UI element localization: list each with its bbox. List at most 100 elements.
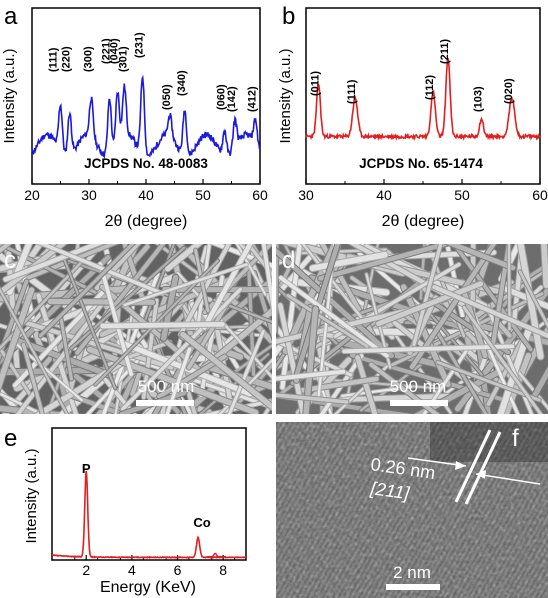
lattice-fringe: [451, 428, 548, 598]
lattice-fringe: [409, 422, 513, 598]
lattice-fringe: [508, 528, 548, 598]
lattice-fringe: [373, 422, 477, 598]
x-tick-label: 8: [219, 562, 227, 578]
panel-e-plot: 2 4 6 8 P Co: [51, 461, 247, 578]
lattice-fringe: [368, 422, 471, 598]
x-tick-label: 40: [138, 187, 154, 203]
lattice-fringe: [276, 422, 357, 564]
panel-d-letter: d: [282, 247, 295, 274]
lattice-fringe: [276, 422, 378, 598]
lattice-fringe: [378, 422, 482, 598]
lattice-fringe: [503, 519, 548, 598]
lattice-fringe: [331, 422, 435, 598]
lattice-fringe: [440, 422, 544, 598]
lattice-fringe: [276, 422, 352, 554]
lattice-fringe: [456, 437, 548, 598]
lattice-fringe: [276, 422, 300, 463]
x-tick-label: 30: [81, 187, 97, 203]
lattice-fringe: [276, 422, 373, 591]
arrow-head-left: [455, 461, 466, 470]
panel-f-scalebar-label: 2 nm: [393, 563, 431, 582]
spectrum-line: [31, 74, 261, 159]
lattice-fringe: [295, 422, 399, 598]
lattice-fringe: [276, 422, 326, 509]
lattice-fringe: [524, 556, 548, 598]
peak-label: (103): [473, 86, 485, 112]
lattice-fringe: [352, 422, 456, 598]
peak-label: (060): [216, 84, 228, 110]
panel-a-letter: a: [4, 3, 18, 30]
x-tick-label: 60: [252, 187, 268, 203]
x-tick-label: 60: [532, 187, 548, 203]
panel-b-plot: 30 40 50 60 (011) (111) (112)(211) (103) (020): [298, 39, 548, 203]
panel-f-scalebar: [386, 584, 440, 590]
lattice-fringe: [383, 422, 487, 598]
sem-noise-c: [0, 244, 272, 414]
lattice-fringe: [276, 422, 315, 491]
peak-label: (301): [117, 46, 129, 72]
peak-label: (231): [134, 32, 146, 58]
lattice-fringe: [276, 422, 362, 573]
lattice-fringe: [487, 492, 548, 598]
lattice-fringe: [276, 422, 295, 454]
lattice-fringe: [336, 422, 440, 598]
panel-c-scalebar: [136, 400, 194, 406]
x-tick-label: 50: [454, 187, 470, 203]
lattice-fringe: [284, 422, 388, 598]
lattice-fringe: [290, 422, 393, 598]
tem-lattice-fringes: [276, 422, 548, 598]
peak-label: (111): [48, 47, 60, 72]
lattice-fringe: [477, 474, 548, 598]
lattice-fringe: [472, 465, 548, 598]
lattice-fringe: [529, 565, 548, 598]
peak-label: (220): [61, 46, 73, 72]
lattice-fringe: [492, 501, 548, 598]
lattice-fringe: [466, 456, 548, 598]
panel-a: a 20 30 40 50 60 (111) (220) (300) (221)(040)(30…: [1, 3, 268, 230]
x-tick-label: 20: [24, 187, 40, 203]
lattice-fringe: [276, 422, 279, 427]
lattice-fringe: [276, 422, 331, 518]
lattice-fringe: [276, 422, 336, 527]
panel-b-letter: b: [282, 3, 295, 30]
sem-noise-d: [276, 244, 548, 414]
arrow-head-right: [476, 470, 486, 479]
lattice-fringe: [425, 422, 529, 598]
x-tick-label: 2: [82, 562, 90, 578]
x-tick-label: 6: [174, 562, 182, 578]
lattice-fringe: [420, 422, 523, 598]
lattice-fringe: [276, 422, 341, 536]
lattice-fringe: [321, 422, 425, 598]
panel-a-xlabel: 2θ (degree): [105, 213, 188, 230]
lattice-fringe: [414, 422, 518, 598]
peak-label: (300): [82, 46, 94, 72]
lattice-fringe: [362, 422, 466, 598]
panel-c-scalebar-label: 500 nm: [138, 377, 195, 396]
lattice-fringe: [498, 510, 548, 598]
lattice-fringe: [513, 537, 548, 598]
lattice-fringe: [300, 422, 404, 598]
lattice-fringe: [310, 422, 414, 598]
panel-e-frame: [51, 427, 247, 561]
peak-label: (050): [161, 84, 173, 110]
panel-b-xlabel: 2θ (degree): [382, 213, 465, 230]
lattice-fringe: [357, 422, 461, 598]
peak-label: (412): [246, 86, 258, 112]
panel-e-letter: e: [4, 425, 17, 452]
tem-noise: [276, 422, 548, 598]
lattice-fringe: [342, 422, 445, 598]
peak-label: (112): [424, 75, 436, 100]
spacing-arrow-right: [475, 473, 541, 485]
panel-e: e 2 4 6 8 P Co Intensity (a.u.) Energy (KeV): [4, 425, 247, 596]
fringe-marker-2: [464, 431, 502, 505]
lattice-fringe: [482, 483, 548, 598]
lattice-fringe: [399, 422, 503, 598]
spectrum-line: [52, 471, 247, 559]
spectrum-line: [305, 57, 541, 141]
x-tick-label: 4: [128, 562, 136, 578]
panel-d-scalebar-label: 500 nm: [390, 377, 447, 396]
lattice-fringe: [435, 422, 539, 598]
lattice-fringe: [279, 422, 383, 598]
lattice-fringe: [461, 446, 548, 598]
panel-c-letter: c: [4, 247, 16, 274]
